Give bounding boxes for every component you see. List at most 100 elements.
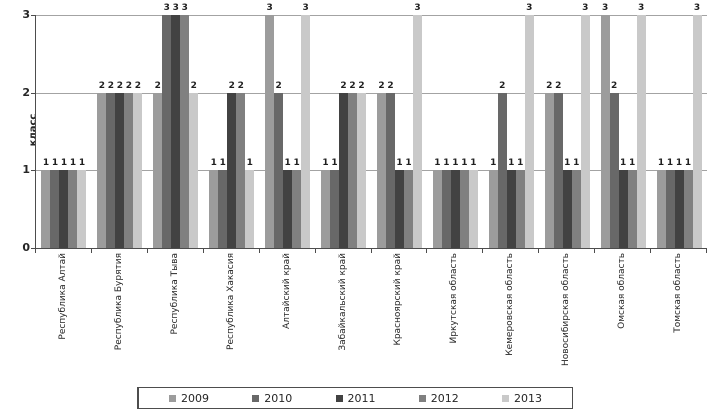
y-tick-mark	[31, 248, 35, 249]
bar-value-label: 1	[517, 158, 524, 169]
bar-2010-9	[553, 92, 563, 248]
bar-2009-1	[97, 92, 107, 248]
bar-value-label: 1	[675, 158, 683, 169]
bar-value-label: 2	[358, 80, 365, 91]
bar-2009-8	[488, 170, 498, 248]
bar-value-label: 1	[470, 158, 477, 169]
bar-value-label: 3	[693, 3, 701, 13]
category-label: Забайкальский край	[337, 253, 348, 351]
y-tick-label-2: 2	[22, 85, 30, 99]
bar-2011-0	[59, 170, 69, 248]
bar-value-label: 1	[461, 158, 468, 169]
bar-value-label: 2	[190, 80, 197, 91]
bar-value-label: 3	[163, 3, 170, 13]
gridline-1	[36, 170, 707, 172]
legend-swatch-icon	[502, 394, 509, 402]
bar-value-label: 3	[172, 3, 179, 13]
bar-2009-10	[600, 15, 610, 248]
x-tick-mark	[706, 249, 707, 253]
bar-2011-4	[283, 170, 293, 248]
bar-value-label: 2	[555, 80, 562, 91]
bar-value-label: 1	[210, 158, 217, 169]
legend-swatch-icon	[252, 394, 260, 402]
bar-value-label: 1	[443, 158, 450, 169]
gridline-2	[36, 92, 707, 94]
category-label: Республика Тыва	[169, 253, 180, 335]
y-tick-label-1: 1	[22, 163, 30, 177]
bar-value-label: 1	[452, 158, 459, 169]
bar-2010-3	[218, 170, 228, 248]
x-tick-mark	[35, 249, 36, 253]
bar-2013-8	[524, 15, 534, 248]
bar-value-label: 1	[619, 158, 627, 169]
bar-2011-7	[450, 170, 460, 248]
bar-value-label: 2	[98, 80, 105, 91]
legend-item-2010: 2010	[252, 392, 292, 405]
bar-2011-11	[674, 170, 684, 248]
bar-2012-2	[180, 15, 190, 248]
bar-value-label: 1	[396, 158, 403, 169]
bar-value-label: 2	[349, 80, 356, 91]
x-tick-mark	[482, 249, 484, 253]
bar-value-label: 2	[154, 80, 161, 91]
bar-2013-9	[580, 15, 590, 248]
x-tick-mark	[90, 249, 92, 253]
category-label: Алтайский край	[281, 253, 292, 329]
bar-2011-2	[171, 15, 181, 248]
legend-item-2012: 2012	[418, 391, 459, 405]
bar-value-label: 2	[378, 80, 385, 91]
y-tick-label-3: 3	[22, 8, 30, 21]
bar-value-label: 1	[284, 158, 291, 169]
x-tick-mark	[258, 249, 260, 253]
bar-value-label: 1	[628, 158, 636, 169]
bar-2010-10	[609, 92, 619, 248]
legend-label: 2013	[514, 391, 542, 405]
bar-2010-2	[162, 15, 172, 248]
legend-label: 2009	[181, 391, 209, 405]
bar-2009-7	[432, 170, 442, 248]
bar-2010-4	[274, 92, 284, 248]
bar-2011-9	[562, 170, 572, 248]
bar-value-label: 1	[322, 158, 329, 169]
bar-2010-6	[385, 92, 395, 248]
bar-2010-5	[330, 170, 340, 248]
category-label: Новосибирская область	[561, 253, 572, 366]
bar-value-label: 1	[331, 158, 338, 169]
legend-label: 2012	[430, 391, 459, 405]
bar-value-label: 1	[293, 158, 300, 169]
y-tick-label-0: 0	[22, 241, 30, 254]
bar-2009-3	[209, 170, 219, 248]
x-tick-mark	[314, 249, 316, 253]
bar-2009-2	[153, 92, 163, 248]
bar-2012-1	[124, 92, 134, 248]
bar-2009-4	[265, 15, 275, 248]
bar-value-label: 1	[42, 158, 50, 169]
bar-value-label: 2	[275, 80, 282, 91]
bar-value-label: 1	[69, 158, 77, 169]
gridline-3	[36, 15, 707, 16]
bar-value-label: 1	[657, 158, 665, 169]
category-label: Республика Хакасия	[225, 253, 236, 350]
bar-2012-9	[571, 170, 581, 248]
bar-value-label: 3	[526, 3, 533, 13]
category-label: Республика Алтай	[57, 253, 68, 340]
bar-value-label: 1	[246, 158, 253, 169]
x-tick-mark	[538, 249, 540, 253]
bar-2012-0	[68, 170, 78, 248]
bar-2012-5	[348, 92, 358, 248]
bar-2012-7	[459, 170, 469, 248]
bar-2011-8	[506, 170, 516, 248]
bar-value-label: 1	[60, 158, 68, 169]
bar-2010-1	[106, 92, 116, 248]
bar-2013-4	[301, 15, 311, 248]
legend: 2009 2010 2011 2012 2013	[137, 387, 573, 409]
bar-value-label: 1	[490, 158, 497, 169]
bar-2013-5	[357, 92, 367, 248]
bar-2012-10	[627, 170, 637, 248]
bar-2013-6	[412, 15, 422, 248]
x-tick-mark	[594, 249, 596, 253]
bar-2010-7	[441, 170, 451, 248]
x-tick-mark	[202, 249, 204, 253]
bar-value-label: 3	[637, 3, 645, 13]
